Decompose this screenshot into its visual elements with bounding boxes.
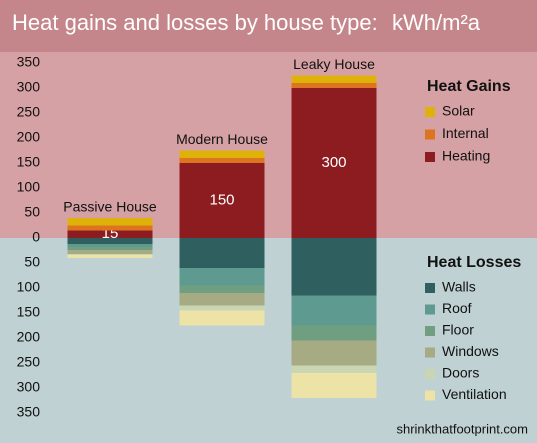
chart-title: Heat gains and losses by house type:	[12, 10, 378, 35]
unit: kWh/m²a	[392, 10, 481, 35]
bar-segment	[179, 163, 265, 238]
legend-label: Ventilation	[442, 386, 507, 402]
legend-label: Windows	[442, 343, 499, 359]
y-tick-label: 250	[17, 104, 41, 120]
bar-segment	[67, 225, 153, 231]
legend-label: Walls	[442, 279, 476, 295]
legend-label: Heating	[442, 148, 490, 164]
legend-label: Internal	[442, 125, 489, 141]
bar-segment	[291, 83, 377, 88]
y-tick-label: 300	[17, 79, 41, 95]
source: shrinkthatfootprint.com	[396, 421, 528, 436]
bar-segment	[179, 305, 265, 311]
bar-segment	[291, 238, 377, 296]
y-tick-label: 350	[17, 54, 41, 70]
bar-segment	[291, 325, 377, 341]
bar-segment	[179, 238, 265, 268]
bar-segment	[291, 340, 377, 366]
bar-segment	[179, 293, 265, 306]
legend-swatch	[425, 369, 435, 379]
bar-segment	[67, 244, 153, 247]
y-tick-label: 0	[32, 229, 40, 245]
legend-swatch	[425, 129, 435, 140]
title-bar	[0, 0, 537, 52]
y-tick-label: 100	[17, 279, 41, 295]
y-tick-label: 150	[17, 304, 41, 320]
category-label: Passive House	[63, 199, 157, 215]
legend-swatch	[425, 304, 435, 315]
data-label: 300	[321, 154, 346, 171]
category-label: Modern House	[176, 131, 268, 147]
legend-swatch	[425, 326, 435, 336]
bar-segment	[179, 285, 265, 293]
bar-segment	[179, 310, 265, 326]
legend-title: Heat Losses	[427, 254, 521, 271]
bar-segment	[179, 268, 265, 286]
y-tick-label: 250	[17, 354, 41, 370]
legend-swatch	[425, 107, 435, 117]
bar-segment	[67, 254, 153, 255]
category-label: Leaky House	[293, 56, 375, 72]
bar-segment	[67, 247, 153, 250]
legend-title: Heat Gains	[427, 78, 511, 95]
bar-segment	[291, 295, 377, 326]
bar-segment	[291, 365, 377, 373]
bar-segment	[67, 250, 153, 254]
y-tick-label: 200	[17, 329, 41, 345]
y-tick-label: 50	[24, 204, 40, 220]
y-tick-label: 300	[17, 379, 41, 395]
bar-segment	[67, 218, 153, 226]
y-tick-label: 350	[17, 404, 41, 420]
gains-area	[0, 52, 537, 238]
data-label: 150	[209, 191, 234, 208]
legend-label: Solar	[442, 103, 475, 119]
bar-segment	[179, 158, 265, 163]
legend-swatch	[425, 347, 435, 358]
legend-swatch	[425, 390, 435, 401]
y-tick-label: 50	[24, 254, 40, 270]
bar-segment	[67, 238, 153, 244]
y-tick-label: 150	[17, 154, 41, 170]
legend-label: Floor	[442, 322, 474, 338]
bar-segment	[67, 230, 153, 238]
losses-area	[0, 238, 537, 443]
bar-segment	[179, 150, 265, 158]
bar-segment	[291, 75, 377, 83]
bar-segment	[291, 88, 377, 238]
bar-segment	[67, 255, 153, 258]
y-tick-label: 100	[17, 179, 41, 195]
y-tick-label: 200	[17, 129, 41, 145]
legend-swatch	[425, 152, 435, 162]
legend-label: Roof	[442, 300, 472, 316]
legend-label: Doors	[442, 365, 479, 381]
bar-segment	[291, 373, 377, 398]
legend-swatch	[425, 283, 435, 293]
